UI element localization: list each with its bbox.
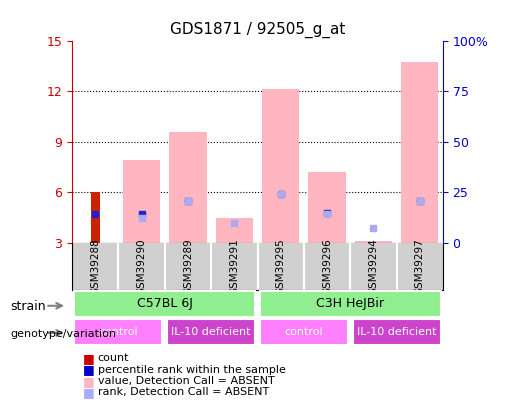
Text: GSM39290: GSM39290 [136,238,147,294]
Bar [91,192,100,243]
Text: GSM39295: GSM39295 [276,238,286,295]
Text: rank, Detection Call = ABSENT: rank, Detection Call = ABSENT [98,388,269,397]
Text: ■: ■ [82,386,94,399]
Bar [123,160,160,243]
Text: GSM39296: GSM39296 [322,238,332,295]
Text: value, Detection Call = ABSENT: value, Detection Call = ABSENT [98,376,274,386]
Bar [216,218,253,243]
Text: control: control [284,327,323,337]
Text: GSM39291: GSM39291 [229,238,239,295]
Text: percentile rank within the sample: percentile rank within the sample [98,365,286,375]
FancyBboxPatch shape [352,319,440,345]
Text: ■: ■ [82,352,94,365]
Bar [262,90,299,243]
Text: ■: ■ [82,375,94,388]
Text: GSM39288: GSM39288 [90,238,100,295]
FancyBboxPatch shape [74,319,163,345]
Text: strain: strain [10,301,46,313]
Text: C57BL 6J: C57BL 6J [137,297,193,310]
Text: GSM39294: GSM39294 [368,238,379,295]
Bar [308,172,346,243]
Text: count: count [98,354,129,363]
Text: ■: ■ [82,363,94,376]
Bar [401,62,438,243]
Bar [169,132,207,243]
Text: control: control [99,327,138,337]
Text: IL-10 deficient: IL-10 deficient [357,327,436,337]
Text: genotype/variation: genotype/variation [10,329,116,339]
FancyBboxPatch shape [260,291,440,317]
Text: GSM39297: GSM39297 [415,238,425,295]
Text: IL-10 deficient: IL-10 deficient [171,327,251,337]
FancyBboxPatch shape [74,291,255,317]
FancyBboxPatch shape [167,319,255,345]
FancyBboxPatch shape [260,319,348,345]
Title: GDS1871 / 92505_g_at: GDS1871 / 92505_g_at [170,21,345,38]
Bar [355,241,392,243]
Text: GSM39289: GSM39289 [183,238,193,295]
Text: C3H HeJBir: C3H HeJBir [316,297,384,310]
